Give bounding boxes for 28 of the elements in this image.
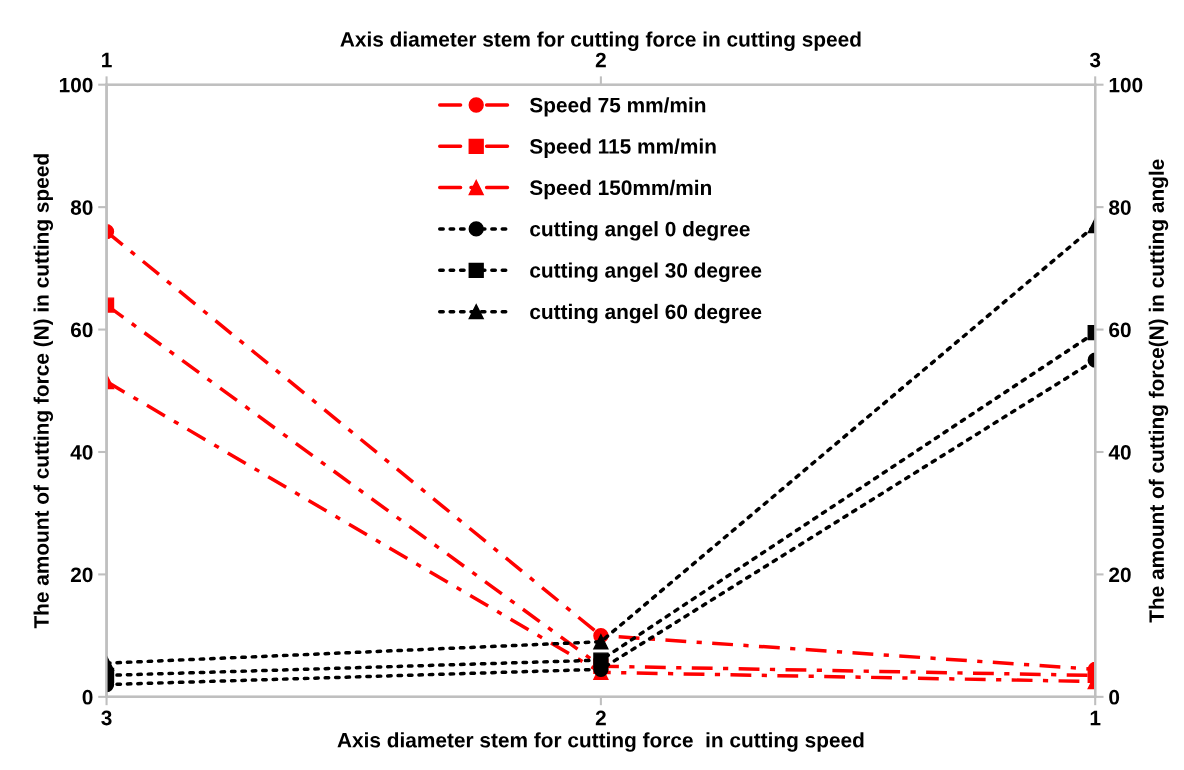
y2-axis-title: The amount of cutting force(N) in cutting angle [1148,159,1169,623]
legend-label: Speed 75 mm/min [529,97,706,117]
legend-label: Speed 115 mm/min [529,138,716,158]
x2-tick-label: 2 [595,52,606,68]
y2-tick-label: 20 [1109,567,1131,583]
legend-label: Speed 150mm/min [529,179,711,200]
y2-tick-label: 80 [1109,200,1131,215]
y2-tick-label: 60 [1109,322,1131,338]
y2-tick-label: 100 [1109,77,1143,93]
x2-tick-label: 1 [102,52,112,68]
y-tick-label: 100 [59,77,93,93]
y-tick-label: 40 [70,444,93,460]
legend-label: cutting angel 30 degree [530,262,762,282]
y-axis-title: The amount of cutting force (N) in cutting speed [33,154,54,629]
x-axis-title: Axis diameter stem for cutting force in cutting speed [337,732,864,752]
y-tick-label: 80 [70,200,93,215]
y-tick-label: 60 [70,322,93,338]
x2-tick-label: 3 [1089,52,1101,68]
x-tick-label: 1 [1090,710,1101,726]
y-tick-label: 0 [82,689,93,705]
legend-label: cutting angel 60 degree [530,303,762,324]
x-tick-label: 2 [595,710,606,726]
y2-tick-label: 40 [1108,444,1131,460]
x2-axis-title: Axis diameter stem for cutting force in cutting speed [340,31,861,51]
x-tick-label: 3 [101,710,112,726]
y2-tick-label: 0 [1109,689,1120,705]
y-tick-label: 20 [70,567,93,583]
legend-label: cutting angel 0 degree [530,221,750,241]
